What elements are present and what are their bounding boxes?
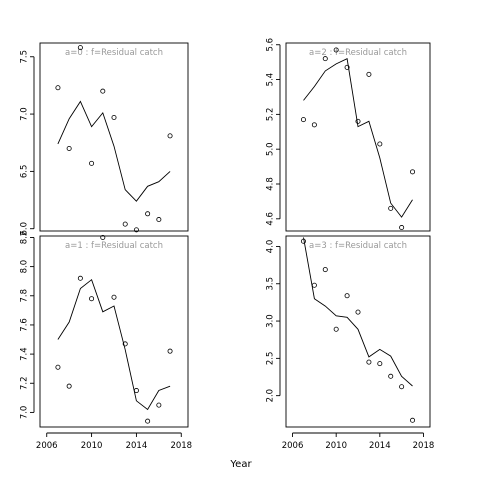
x-axis-label: Year <box>229 459 252 470</box>
plot-frame <box>285 235 431 428</box>
y-tick-label: 5.2 <box>266 108 276 122</box>
observation-point <box>366 359 372 365</box>
panel-title: a=0 : f=Residual catch <box>65 48 163 58</box>
observation-point <box>410 417 416 423</box>
observation-point <box>344 293 350 299</box>
panels: a=0 : f=Residual catch 6.0 6.5 7.0 7.5 a=2 : … <box>20 38 435 451</box>
y-tick-label: 3.5 <box>266 277 276 291</box>
observation-point <box>55 364 61 370</box>
chart-panel-1: a=2 : f=Residual catch 4.6 4.8 5.0 5.2 5.4 5.6 <box>266 38 431 232</box>
y-tick-label: 6.0 <box>20 222 30 236</box>
observation-point <box>66 383 72 389</box>
fitted-line <box>303 237 413 387</box>
y-tick-label: 7.8 <box>20 289 30 303</box>
plot-frame <box>39 235 189 428</box>
fitted-line <box>57 100 171 202</box>
observation-point <box>122 341 128 347</box>
x-tick-label: 2018 <box>413 441 435 451</box>
observation-point <box>333 47 339 53</box>
y-tick-label: 6.5 <box>20 165 30 179</box>
observation-point <box>77 45 83 51</box>
observation-point <box>156 402 162 408</box>
observation-point <box>133 227 139 233</box>
panel-title: a=2 : f=Residual catch <box>309 48 407 58</box>
y-tick-label: 7.6 <box>20 318 30 332</box>
y-tick-label: 5.0 <box>266 142 276 156</box>
observation-point <box>410 169 416 175</box>
y-tick-label: 7.0 <box>20 107 30 121</box>
observation-point <box>399 225 405 231</box>
observation-point <box>122 221 128 227</box>
x-tick-label: 2006 <box>282 441 304 451</box>
observation-point <box>111 115 117 121</box>
observation-point <box>399 384 405 390</box>
observation-point <box>55 85 61 91</box>
y-tick-label: 3.0 <box>266 314 276 328</box>
observation-point <box>300 117 306 123</box>
observation-point <box>77 275 83 281</box>
y-tick-label: 7.2 <box>20 376 30 390</box>
observation-point <box>66 145 72 151</box>
panel-title: a=1 : f=Residual catch <box>65 241 163 251</box>
observation-point <box>377 141 383 147</box>
x-tick-label: 2010 <box>81 441 103 451</box>
y-tick-label: 5.4 <box>266 73 276 87</box>
observation-point <box>167 133 173 139</box>
y-tick-label: 4.8 <box>266 177 276 191</box>
observation-point <box>355 118 361 124</box>
observation-point <box>377 361 383 367</box>
x-tick-label: 2014 <box>369 441 391 451</box>
observation-point <box>111 294 117 300</box>
plot-frame <box>285 42 431 232</box>
observation-point <box>322 267 328 273</box>
observation-point <box>156 217 162 223</box>
y-tick-label: 7.4 <box>20 347 30 361</box>
y-tick-label: 5.6 <box>266 38 276 52</box>
y-tick-label: 8.2 <box>20 231 30 245</box>
y-tick-label: 8.0 <box>20 260 30 274</box>
fitted-line <box>57 278 171 411</box>
observation-point <box>355 309 361 315</box>
observation-point <box>100 88 106 94</box>
observation-point <box>388 205 394 211</box>
chart-panel-2: a=1 : f=Residual catch 7.0 7.2 7.4 7.6 7.8 8.0… <box>20 231 193 451</box>
observation-point <box>366 71 372 77</box>
observation-point <box>145 418 151 424</box>
observation-point <box>100 234 106 240</box>
chart-panel-3: a=3 : f=Residual catch 2.0 2.5 3.0 3.5 4.0 200… <box>266 235 435 451</box>
observation-point <box>89 296 95 302</box>
observation-point <box>133 388 139 394</box>
chart-panel-0: a=0 : f=Residual catch 6.0 6.5 7.0 7.5 <box>20 42 189 236</box>
panel-title: a=3 : f=Residual catch <box>309 241 407 251</box>
x-tick-label: 2014 <box>126 441 148 451</box>
observation-point <box>89 160 95 166</box>
y-tick-label: 7.0 <box>20 406 30 420</box>
y-tick-label: 2.5 <box>266 352 276 366</box>
y-tick-label: 7.5 <box>20 50 30 64</box>
observation-point <box>333 326 339 332</box>
observation-point <box>145 211 151 217</box>
x-tick-label: 2006 <box>36 441 58 451</box>
observation-point <box>322 56 328 62</box>
y-tick-label: 4.0 <box>266 240 276 254</box>
observation-point <box>344 64 350 70</box>
observation-point <box>167 348 173 354</box>
y-tick-label: 2.0 <box>266 389 276 403</box>
x-tick-label: 2010 <box>325 441 347 451</box>
y-tick-label: 4.6 <box>266 212 276 226</box>
fitted-line <box>303 58 413 218</box>
x-tick-label: 2018 <box>170 441 192 451</box>
plot-frame <box>39 42 189 232</box>
observation-point <box>388 373 394 379</box>
observation-point <box>311 282 317 288</box>
observation-point <box>311 122 317 128</box>
